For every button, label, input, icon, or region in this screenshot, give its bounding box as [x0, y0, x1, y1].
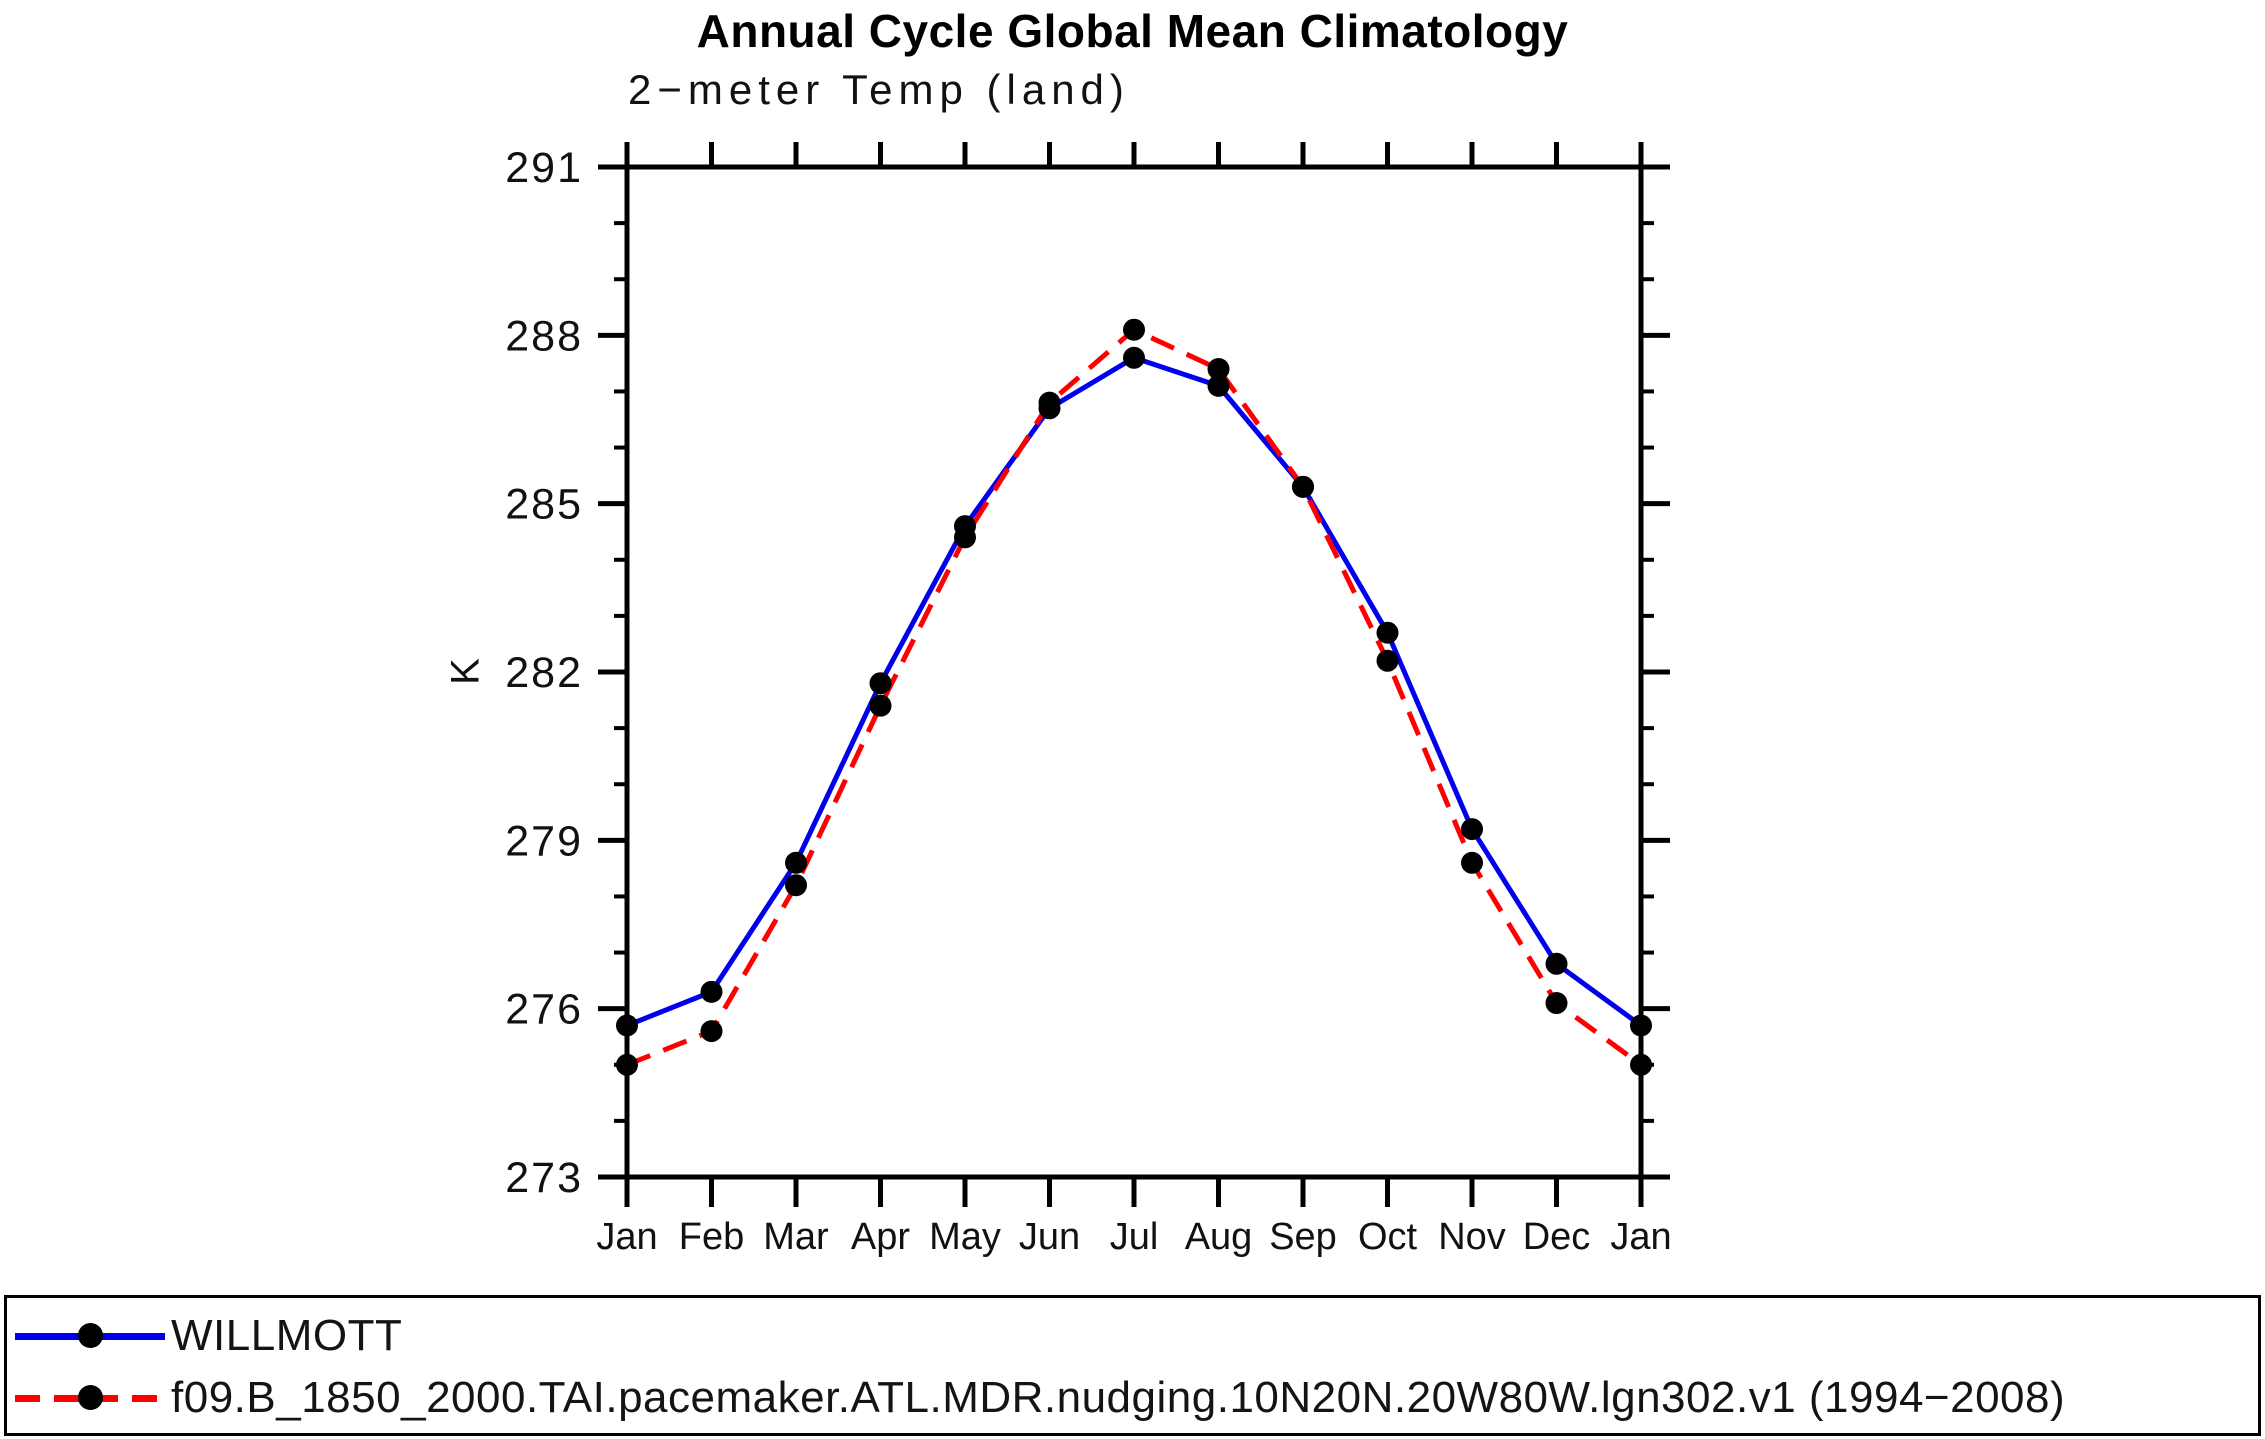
- data-point: [1376, 621, 1399, 644]
- x-tick-label: Feb: [679, 1216, 744, 1258]
- y-tick-label: 276: [505, 986, 583, 1034]
- legend-row-model: f09.B_1850_2000.TAI.pacemaker.ATL.MDR.nu…: [7, 1368, 2065, 1428]
- data-point: [785, 851, 807, 874]
- x-tick-label: Nov: [1438, 1216, 1506, 1258]
- marker-dot-icon: [78, 1385, 103, 1410]
- x-tick-label: Jan: [1610, 1216, 1671, 1258]
- data-point: [616, 1053, 638, 1076]
- y-tick-label: 273: [505, 1154, 583, 1202]
- x-tick-label: Dec: [1523, 1216, 1591, 1258]
- data-point: [1545, 992, 1568, 1015]
- y-tick-label: 282: [505, 649, 583, 697]
- legend-row-willmott: WILLMOTT: [7, 1306, 402, 1366]
- data-point: [1545, 952, 1568, 975]
- legend-sample-model: [15, 1385, 165, 1411]
- x-tick-label: May: [929, 1216, 1001, 1258]
- data-point: [700, 1020, 723, 1043]
- x-tick-label: Aug: [1185, 1216, 1253, 1258]
- y-tick-label: 288: [505, 312, 583, 360]
- data-point: [1376, 649, 1399, 672]
- x-tick-label: Mar: [763, 1216, 829, 1258]
- data-point: [700, 980, 723, 1003]
- legend-label-model: f09.B_1850_2000.TAI.pacemaker.ATL.MDR.nu…: [171, 1373, 2066, 1422]
- series-line-1: [626, 326, 1643, 1068]
- data-point: [1123, 318, 1145, 341]
- data-point: [616, 1014, 638, 1037]
- data-point: [1461, 851, 1483, 874]
- x-tick-label: Jun: [1019, 1216, 1080, 1258]
- data-point: [1207, 358, 1230, 380]
- data-point: [1123, 346, 1145, 369]
- data-point: [1207, 374, 1230, 397]
- chart-subtitle: 2−meter Temp (land): [628, 66, 1130, 113]
- legend-label-willmott: WILLMOTT: [171, 1311, 403, 1360]
- legend-box: WILLMOTT f09.B_1850_2000.TAI.pacemaker.A…: [4, 1295, 2261, 1436]
- data-point: [869, 694, 892, 717]
- data-point: [1630, 1053, 1652, 1076]
- x-tick-label: Oct: [1358, 1216, 1418, 1258]
- y-tick-label: 291: [505, 144, 583, 192]
- chart-title: Annual Cycle Global Mean Climatology: [696, 5, 1569, 57]
- legend-sample-willmott: [15, 1323, 165, 1349]
- x-tick-label: Apr: [851, 1216, 910, 1258]
- data-point: [1292, 475, 1314, 498]
- x-tick-label: Sep: [1269, 1216, 1337, 1258]
- data-point: [785, 874, 807, 897]
- data-point: [1038, 391, 1061, 414]
- y-tick-label: 279: [505, 817, 583, 865]
- data-point: [1630, 1014, 1652, 1037]
- marker-dot-icon: [78, 1323, 103, 1348]
- x-tick-label: Jul: [1110, 1216, 1159, 1258]
- series-line-0: [626, 355, 1643, 1028]
- data-point: [954, 526, 976, 549]
- data-point: [1461, 818, 1483, 841]
- plot-frame: [624, 164, 1644, 1180]
- data-point: [869, 672, 892, 695]
- y-tick-label: 285: [505, 481, 583, 529]
- x-tick-label: Jan: [596, 1216, 657, 1258]
